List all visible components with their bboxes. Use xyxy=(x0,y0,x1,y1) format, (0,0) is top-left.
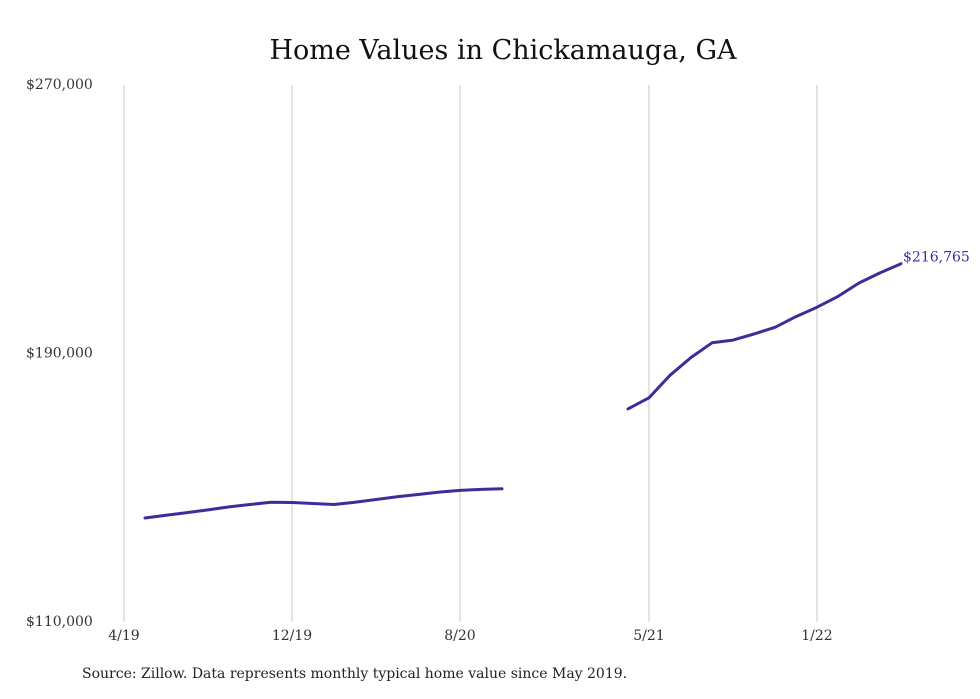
x-axis-ticks: 4/19 12/19 8/20 5/21 1/22 xyxy=(108,628,832,644)
y-tick-label: $190,000 xyxy=(26,346,93,362)
x-tick-label: 12/19 xyxy=(272,628,312,644)
gridlines xyxy=(123,85,818,622)
series-lines xyxy=(143,262,903,520)
x-tick-label: 8/20 xyxy=(444,628,475,644)
last-value-label: $216,765 xyxy=(903,250,970,266)
y-tick-label: $110,000 xyxy=(26,614,93,630)
source-footnote: Source: Zillow. Data represents monthly … xyxy=(82,666,628,682)
series-line-segment-0 xyxy=(143,487,504,520)
x-tick-label: 1/22 xyxy=(801,628,832,644)
x-tick-label: 4/19 xyxy=(108,628,139,644)
series-line-segment-1 xyxy=(626,262,903,411)
chart-title: Home Values in Chickamauga, GA xyxy=(269,35,737,66)
x-tick-label: 5/21 xyxy=(633,628,664,644)
y-axis-ticks: $270,000 $190,000 $110,000 xyxy=(26,77,93,630)
y-tick-label: $270,000 xyxy=(26,77,93,93)
